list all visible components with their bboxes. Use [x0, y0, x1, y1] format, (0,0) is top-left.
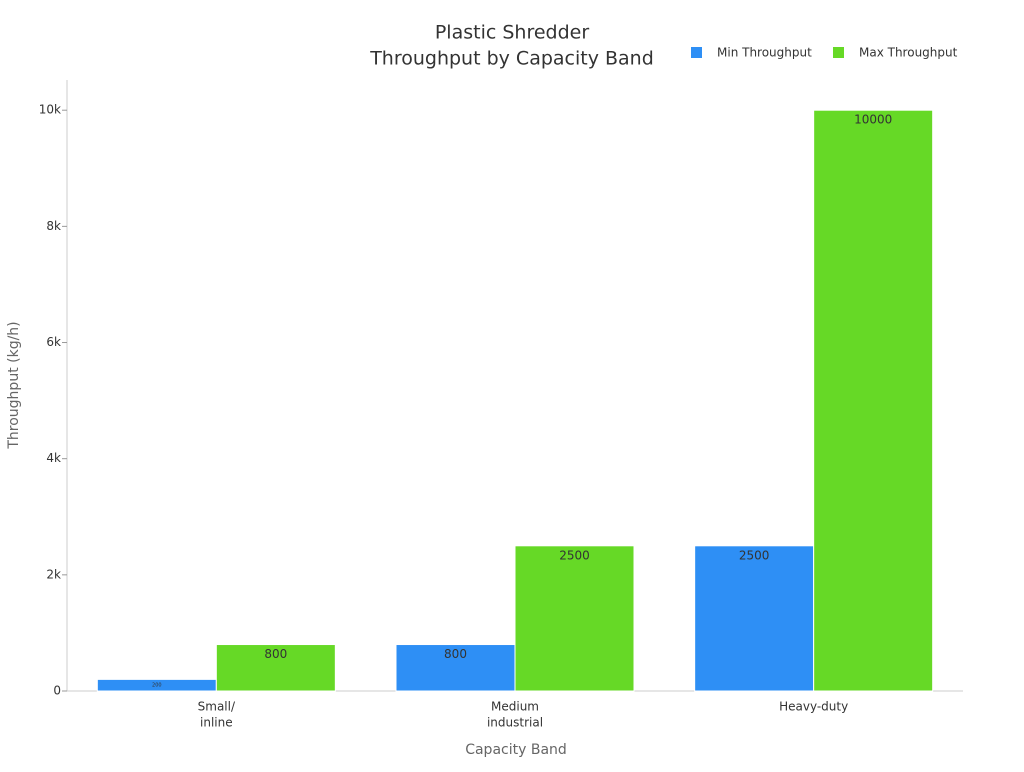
bar: [694, 545, 815, 692]
x-tick-label: inline: [200, 716, 233, 730]
data-label: 10000: [854, 113, 892, 127]
y-tick-label: 0: [53, 684, 61, 698]
legend-label: Min Throughput: [717, 46, 812, 60]
legend-label: Max Throughput: [859, 46, 958, 60]
bar: [514, 545, 635, 692]
data-label: 2500: [739, 548, 770, 562]
x-tick-label: Small/: [198, 700, 236, 714]
data-label: 800: [444, 647, 467, 661]
legend-swatch: [833, 47, 844, 58]
bar: [813, 109, 934, 692]
data-label: 200: [152, 683, 162, 689]
data-label: 800: [264, 647, 287, 661]
x-tick-label: industrial: [487, 716, 543, 730]
bar: [215, 644, 336, 692]
chart-title: Throughput by Capacity Band: [369, 48, 654, 70]
x-tick-label: Medium: [491, 700, 539, 714]
legend-swatch: [691, 47, 702, 58]
x-axis-label: Capacity Band: [465, 742, 567, 758]
data-label: 2500: [559, 548, 590, 562]
y-tick-label: 8k: [46, 219, 61, 233]
chart-title: Plastic Shredder: [435, 22, 589, 44]
y-axis-label: Throughput (kg/h): [6, 321, 22, 449]
y-tick-label: 2k: [46, 567, 61, 581]
y-tick-label: 10k: [39, 103, 61, 117]
x-tick-label: Heavy-duty: [779, 700, 848, 714]
y-tick-label: 4k: [46, 451, 61, 465]
y-tick-label: 6k: [46, 335, 61, 349]
